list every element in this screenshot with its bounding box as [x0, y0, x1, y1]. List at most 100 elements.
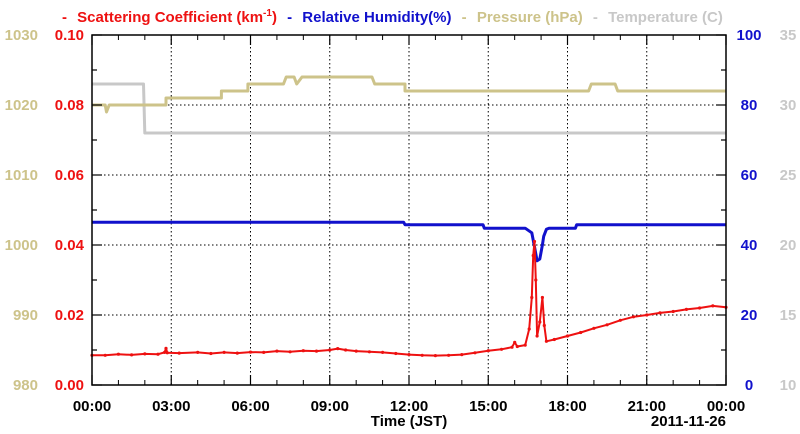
scattering-line-point [235, 351, 239, 355]
scattering-tick-label: 0.00 [55, 377, 84, 394]
scattering-line-point [354, 349, 358, 353]
scattering-line-point [552, 337, 556, 342]
scattering-line-point [177, 351, 181, 355]
pressure-tick-label: 1000 [5, 237, 38, 254]
scattering-line-point [513, 340, 517, 344]
scattering-line-point [275, 349, 279, 353]
scattering-tick-label: 0.08 [55, 97, 84, 114]
date-label: 2011-11-26 [651, 413, 726, 430]
scattering-line-point [336, 347, 340, 351]
scattering-line-point [473, 351, 477, 355]
legend-dash-temperature: - [593, 9, 598, 26]
scattering-line-point [698, 306, 702, 310]
x-tick-label: 15:00 [469, 398, 507, 415]
humidity-tick-label: 40 [741, 237, 758, 254]
scattering-line-point [420, 353, 424, 357]
temperature-tick-label: 20 [780, 237, 797, 254]
scattering-line-point [156, 352, 160, 356]
pressure-line [92, 75, 726, 114]
grid-lines [92, 35, 726, 385]
x-tick-label: 09:00 [311, 398, 349, 415]
legend-humidity-label: Relative Humidity(%) [302, 9, 451, 26]
x-tick-label: 03:00 [152, 398, 190, 415]
temperature-tick-label: 25 [780, 167, 797, 184]
x-tick-label: 21:00 [628, 398, 666, 415]
scattering-line-point [394, 351, 398, 356]
legend-scattering-close: ) [272, 9, 277, 26]
scattering-line-point [486, 349, 490, 353]
scattering-line-point [684, 307, 689, 311]
x-tick-label: 18:00 [548, 398, 586, 415]
chart-legend: - Scattering Coefficient (km-1) - Relati… [62, 8, 723, 26]
scattering-line-point [605, 323, 609, 327]
scattering-line-point [209, 351, 213, 356]
scattering-line-point [344, 348, 348, 352]
humidity-tick-label: 60 [741, 167, 758, 184]
x-tick-label: 06:00 [231, 398, 269, 415]
scattering-line-point [103, 353, 107, 357]
scattering-line-point [433, 354, 437, 358]
pressure-tick-label: 1010 [5, 167, 38, 184]
scattering-line-point [314, 349, 319, 353]
scattering-line-point [565, 334, 570, 338]
scattering-line-point [538, 320, 542, 324]
humidity-tick-label: 100 [736, 27, 761, 44]
pressure-tick-label: 980 [13, 377, 38, 394]
temperature-line [92, 82, 726, 135]
legend-pressure-label: Pressure (hPa) [477, 9, 583, 26]
scattering-line-point [527, 327, 531, 331]
scattering-line-point [288, 350, 292, 354]
scattering-line-point [535, 334, 539, 338]
scattering-line-point [542, 323, 546, 328]
scattering-line-point [447, 353, 451, 357]
humidity-tick-label: 0 [745, 377, 753, 394]
scattering-line-point [510, 345, 514, 349]
scattering-line-point [460, 353, 464, 357]
scattering-line-point [523, 343, 527, 347]
legend-dash-humidity: - [287, 9, 292, 26]
scattering-line-point [248, 350, 253, 354]
scattering-line-point [534, 278, 538, 282]
x-axis-title: Time (JST) [371, 413, 447, 430]
scattering-line-point [671, 309, 675, 314]
pressure-tick-label: 990 [13, 307, 38, 324]
legend-temperature-label: Temperature (C) [608, 9, 723, 26]
x-tick-label: 00:00 [707, 398, 745, 415]
scattering-line-point [163, 350, 167, 354]
scattering-line-point [515, 344, 519, 349]
scattering-line-point [367, 350, 371, 354]
axis-ticks [91, 34, 727, 386]
scattering-line-point [196, 350, 200, 354]
scattering-line-point [544, 339, 549, 343]
scattering-line-point [407, 353, 411, 357]
scattering-line-point [328, 348, 332, 352]
scattering-line-point [499, 347, 504, 351]
scattering-line-point [222, 350, 226, 354]
scattering-line-point [631, 315, 636, 319]
scattering-tick-label: 0.10 [55, 27, 84, 44]
scattering-line-point [381, 350, 385, 354]
scattering-line-point [143, 352, 147, 356]
scattering-tick-label: 0.06 [55, 167, 84, 184]
temperature-tick-label: 30 [780, 97, 797, 114]
scattering-line-point [116, 352, 120, 356]
scattering-line-point [130, 353, 134, 357]
scattering-line-point [658, 311, 662, 315]
humidity-tick-label: 20 [741, 307, 758, 324]
series-lines [90, 75, 728, 358]
scattering-line-point [164, 346, 168, 350]
scattering-tick-label: 0.04 [55, 237, 85, 254]
axis-tick-labels: 00:00 03:00 06:00 09:00 12:00 15:00 18:00 21:00… [5, 27, 797, 415]
scattering-line-point [592, 326, 596, 330]
temperature-tick-label: 10 [780, 377, 797, 394]
temperature-tick-label: 35 [780, 27, 797, 44]
scattering-line-point [531, 253, 535, 258]
scattering-line-point [530, 295, 534, 300]
scattering-line-point [711, 304, 715, 308]
legend-scattering-label: Scattering Coefficient (km [77, 9, 263, 26]
scattering-line [92, 240, 727, 357]
humidity-tick-label: 80 [741, 97, 758, 114]
scattering-line-point [301, 349, 305, 353]
scattering-line-point [165, 351, 169, 355]
